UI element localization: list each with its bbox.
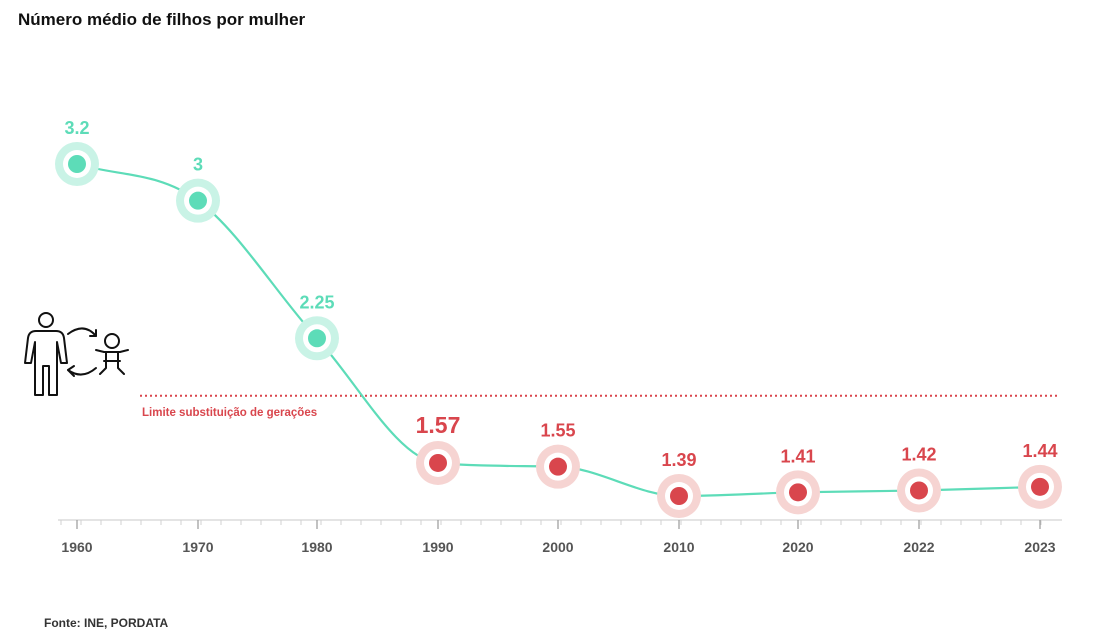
data-label: 1.39 <box>661 450 696 470</box>
data-label: 2.25 <box>299 292 334 312</box>
data-point <box>1031 477 1049 496</box>
x-tick-label: 1990 <box>422 539 453 555</box>
data-point <box>670 487 688 505</box>
x-tick-label: 2020 <box>782 539 813 555</box>
x-tick-label: 1980 <box>301 539 332 555</box>
circular-arrows-icon <box>67 327 97 377</box>
data-point <box>789 483 807 502</box>
x-tick-label: 1960 <box>61 539 92 555</box>
data-point <box>429 453 447 472</box>
data-points: 3.2 3 2.25 1.57 1.55 1.39 1.41 1.42 1.44 <box>55 118 1062 518</box>
x-axis: 1960 1970 1980 1990 2000 2010 2020 2022 2023 <box>58 519 1062 555</box>
data-point <box>189 191 207 210</box>
data-point <box>308 329 326 348</box>
data-label: 1.44 <box>1022 441 1057 461</box>
source-note: Fonte: INE, PORDATA <box>44 616 169 630</box>
x-tick-label: 1970 <box>182 539 213 555</box>
baby-icon <box>95 333 129 375</box>
data-point <box>549 457 567 476</box>
data-point <box>910 481 928 500</box>
data-label: 3.2 <box>64 118 89 138</box>
x-tick-label: 2000 <box>542 539 573 555</box>
generation-illustration <box>24 312 129 396</box>
data-label: 1.42 <box>901 444 936 464</box>
x-tick-label: 2010 <box>663 539 694 555</box>
data-point <box>68 155 86 173</box>
chart-title: Número médio de filhos por mulher <box>18 10 306 29</box>
data-label: 3 <box>193 155 203 175</box>
adult-person-icon <box>24 312 68 396</box>
data-label: 1.57 <box>416 412 461 438</box>
data-label: 1.55 <box>540 421 575 441</box>
data-label: 1.41 <box>780 446 815 466</box>
reference-line-label: Limite substituição de gerações <box>142 407 317 419</box>
x-tick-label: 2023 <box>1024 539 1055 555</box>
x-tick-label: 2022 <box>903 539 934 555</box>
